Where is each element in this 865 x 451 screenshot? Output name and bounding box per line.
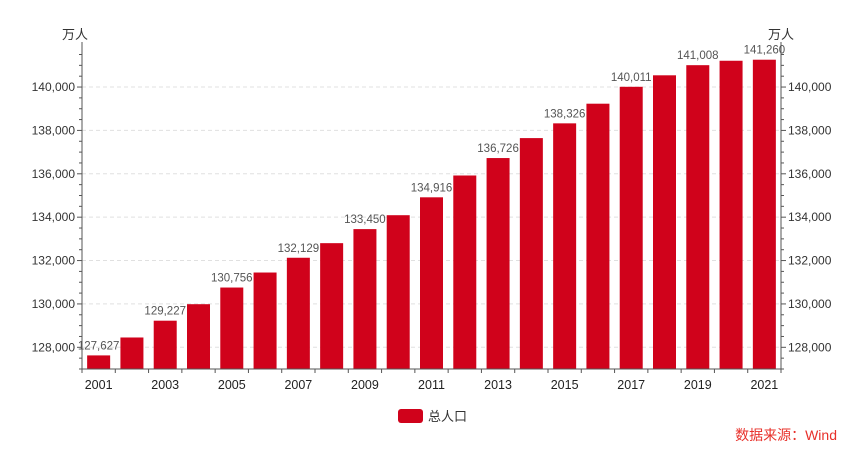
bar-2014[interactable] (519, 138, 543, 369)
y-tick-label-right: 130,000 (788, 297, 832, 311)
bar-2019[interactable] (686, 65, 710, 369)
data-label-2015: 138,326 (544, 108, 586, 120)
data-label-2021: 141,260 (744, 45, 786, 57)
bar-2018[interactable] (653, 75, 676, 369)
y-tick-label-left: 138,000 (32, 123, 76, 137)
bar-2017[interactable] (619, 86, 643, 370)
bar-2007[interactable] (286, 257, 310, 369)
y-tick-label-right: 132,000 (788, 254, 832, 268)
data-labels: 127,627 129,227 130,756 132,129 133,450 134,9… (78, 45, 785, 353)
x-tick-label: 2011 (418, 378, 445, 392)
bar-2003[interactable] (153, 320, 177, 369)
y-tick-label-left: 134,000 (32, 210, 76, 224)
x-tick-label: 2015 (551, 378, 579, 392)
bar-2015[interactable] (553, 123, 577, 370)
data-label-2007: 132,129 (278, 243, 320, 255)
bar-2021[interactable] (752, 59, 776, 370)
bar-2013[interactable] (486, 158, 510, 369)
bar-2009[interactable] (353, 229, 377, 369)
data-label-2017: 140,011 (611, 72, 652, 84)
y-tick-label-right: 136,000 (788, 167, 832, 181)
x-tick-label: 2005 (218, 378, 246, 392)
y-tick-label-right: 128,000 (788, 340, 832, 354)
bar-2011[interactable] (420, 197, 443, 369)
bar-2006[interactable] (253, 272, 277, 369)
x-tick-label: 2017 (617, 378, 645, 392)
data-label-2019: 141,008 (677, 50, 719, 62)
x-tick-label: 2001 (85, 378, 113, 392)
x-tick-label: 2007 (284, 378, 312, 392)
right-axis-unit: 万人 (768, 27, 795, 42)
legend-swatch (398, 408, 423, 423)
bar-2001[interactable] (87, 355, 111, 369)
x-tick-label: 2021 (750, 378, 778, 392)
y-tick-label-left: 140,000 (32, 80, 76, 94)
y-tick-label-right: 134,000 (788, 210, 832, 224)
x-tick-label: 2009 (351, 378, 379, 392)
bar-2010[interactable] (386, 215, 410, 369)
y-tick-label-right: 140,000 (788, 80, 832, 94)
data-label-2011: 134,916 (411, 182, 453, 194)
legend-label: 总人口 (428, 409, 468, 424)
bar-2004[interactable] (187, 304, 210, 369)
bar-2012[interactable] (453, 175, 477, 369)
bar-2016[interactable] (586, 103, 610, 369)
bar-2005[interactable] (220, 287, 244, 369)
bars (87, 59, 776, 370)
data-label-2005: 130,756 (211, 273, 253, 285)
bar-2020[interactable] (719, 60, 743, 370)
left-axis-unit: 万人 (62, 27, 89, 42)
bar-2002[interactable] (120, 337, 144, 369)
data-label-2009: 133,450 (344, 214, 386, 226)
data-label-2003: 129,227 (144, 306, 186, 318)
y-tick-label-left: 136,000 (32, 167, 76, 181)
bar-2008[interactable] (320, 243, 344, 369)
x-tick-label: 2019 (684, 378, 712, 392)
legend[interactable]: 总人口 (398, 406, 467, 425)
y-tick-label-left: 130,000 (32, 297, 76, 311)
x-tick-label: 2003 (151, 378, 179, 392)
y-tick-label-left: 128,000 (32, 340, 76, 354)
axes: 128,000 128,000 130,000 130,000 132,000 132,0… (32, 42, 832, 392)
y-tick-label-left: 132,000 (32, 254, 76, 268)
y-tick-label-right: 138,000 (788, 123, 832, 137)
data-label-2013: 136,726 (477, 143, 519, 155)
x-tick-label: 2013 (484, 378, 512, 392)
data-label-2001: 127,627 (78, 340, 120, 352)
source-note: 数据来源：Wind (735, 427, 837, 443)
